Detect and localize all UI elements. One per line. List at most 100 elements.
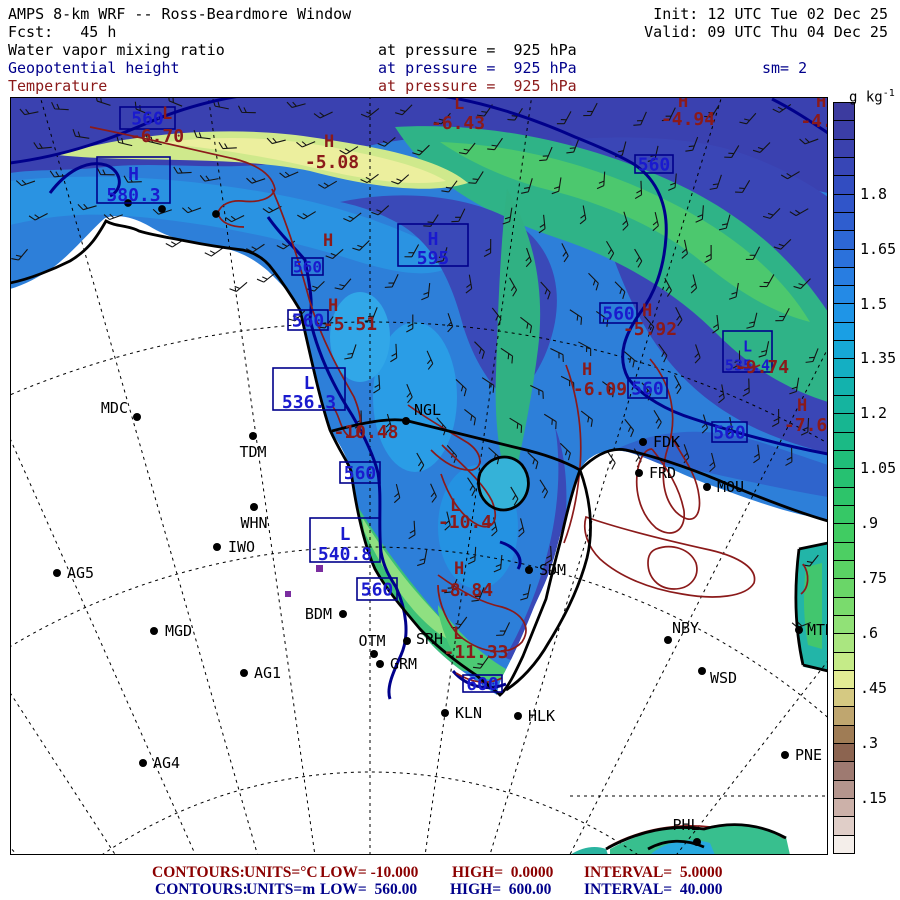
height-label-text: L xyxy=(340,524,351,545)
wind-barb xyxy=(286,101,306,108)
station-bdm: BDM xyxy=(305,605,347,623)
station-marker xyxy=(139,759,147,767)
height-label-text: 595 xyxy=(417,248,450,269)
colorbar-cell xyxy=(833,120,855,140)
station-marker xyxy=(525,566,533,574)
wind-barb xyxy=(472,656,489,669)
graticule-meridian xyxy=(424,97,533,855)
station-ag5: AG5 xyxy=(53,564,94,582)
wind-barb xyxy=(225,214,245,223)
temp-extremum-label: -9.74 xyxy=(735,357,789,378)
wind-barb xyxy=(218,141,237,150)
wind-barb xyxy=(718,384,725,404)
station-marker xyxy=(133,413,141,421)
station-marker xyxy=(781,751,789,759)
wind-barb xyxy=(606,450,616,470)
height-label: 560 xyxy=(287,309,329,331)
wind-barb xyxy=(509,277,518,297)
temp-extremum-value: -5.92 xyxy=(623,319,677,340)
wind-barb xyxy=(416,452,425,472)
wind-barb xyxy=(406,383,413,404)
wind-barb xyxy=(334,278,352,290)
height-label: 560 xyxy=(627,377,668,399)
wind-barb xyxy=(753,444,761,464)
wind-barb xyxy=(579,205,587,225)
colorbar-cell xyxy=(833,376,855,397)
wind-barb xyxy=(540,281,551,300)
station-label: MOU xyxy=(717,478,744,496)
wind-barb xyxy=(434,112,451,125)
wind-barb xyxy=(459,142,476,155)
station-label: FRD xyxy=(649,464,676,482)
temp-extremum-value: -11.33 xyxy=(443,642,508,663)
station-label: TDM xyxy=(239,443,266,461)
temp-extremum-label: L-11.33 xyxy=(443,624,508,663)
station-label: PHL xyxy=(672,816,699,834)
temp-extremum-value: -8.84 xyxy=(439,580,493,601)
height-label-box xyxy=(397,223,469,267)
station-label: MTK xyxy=(807,621,828,639)
wind-barb xyxy=(451,208,466,223)
colorbar-cell xyxy=(833,669,855,690)
station-srh: SRH xyxy=(403,630,443,648)
wind-barb xyxy=(775,307,790,322)
wind-barb xyxy=(661,107,676,122)
station-label: NBY xyxy=(672,619,699,637)
wind-barb xyxy=(675,306,683,327)
wind-barb xyxy=(704,104,720,118)
wind-barb xyxy=(134,101,150,115)
wind-barb xyxy=(343,212,362,223)
colorbar-cell xyxy=(833,138,855,158)
wind-barb xyxy=(103,213,123,221)
contour-legend-item: UNITS=m xyxy=(246,881,316,898)
wind-barb xyxy=(580,410,593,427)
wind-barb xyxy=(644,315,655,334)
wind-barb xyxy=(624,418,635,438)
station-ag4: AG4 xyxy=(139,754,180,772)
wind-barb xyxy=(588,272,599,291)
colorbar-cell xyxy=(833,834,855,854)
wind-barb xyxy=(551,177,562,195)
height-label-box xyxy=(96,156,171,204)
station-tdm: TDM xyxy=(239,432,267,461)
wind-barb xyxy=(735,180,751,193)
wind-barb xyxy=(695,205,704,223)
station-label: SRH xyxy=(416,630,443,648)
wind-barb xyxy=(653,410,662,429)
wind-barb xyxy=(785,447,793,466)
wind-barb xyxy=(502,207,513,225)
station-marker xyxy=(376,660,384,668)
field-level: at pressure = 925 hPa xyxy=(378,41,577,59)
temp-extremum-value: -4.94 xyxy=(661,109,715,130)
temp-extremum-value: -6.43 xyxy=(431,113,485,134)
wind-barb xyxy=(789,208,809,217)
height-label-text: 560 xyxy=(713,422,746,443)
wind-barb xyxy=(602,381,615,398)
wind-barb xyxy=(742,378,750,397)
wind-barb xyxy=(712,314,720,334)
station-pne: PNE xyxy=(781,746,822,764)
height-label-text: 580.3 xyxy=(106,185,160,206)
wind-barb xyxy=(467,477,476,497)
colorbar-tick: .75 xyxy=(860,569,888,588)
graticule-meridian xyxy=(675,659,828,855)
wind-barb xyxy=(606,240,615,260)
wind-barb xyxy=(297,211,316,220)
wind-barb xyxy=(525,247,532,268)
graticule-parallel xyxy=(10,546,828,719)
height-label-text: 560 xyxy=(292,310,325,331)
station-label: SDM xyxy=(539,561,566,579)
wind-barb xyxy=(173,166,192,174)
wind-barb xyxy=(538,214,546,234)
temp-extremum-value: -7.66 xyxy=(784,415,828,436)
wind-barb xyxy=(732,350,741,369)
station-nby: NBY xyxy=(664,619,699,644)
wind-barb xyxy=(719,214,731,231)
temp-extremum-mark: H xyxy=(678,97,688,112)
station-marker xyxy=(795,626,803,634)
height-label-box xyxy=(462,674,503,693)
wind-barb xyxy=(426,350,434,370)
moisture-field xyxy=(10,97,828,855)
field-label: Temperature xyxy=(8,77,108,95)
